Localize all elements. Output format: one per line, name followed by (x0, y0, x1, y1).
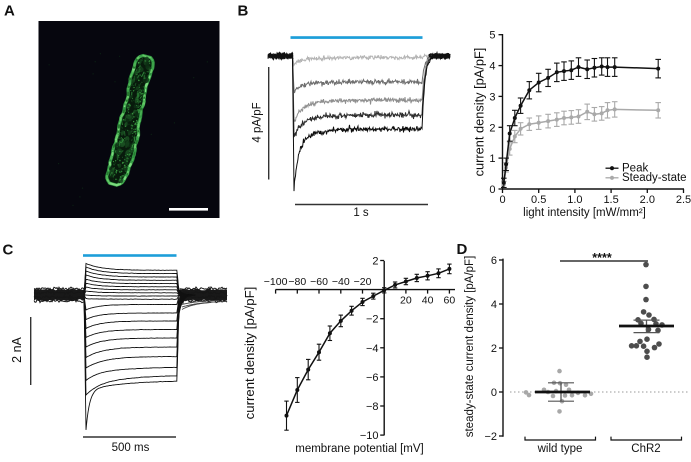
svg-text:4: 4 (491, 299, 497, 311)
svg-text:Steady-state: Steady-state (622, 172, 687, 184)
svg-text:4 pA/pF: 4 pA/pF (252, 102, 264, 142)
svg-text:A: A (4, 3, 15, 20)
svg-text:4: 4 (489, 61, 495, 73)
svg-text:−100: −100 (264, 276, 288, 288)
svg-text:ChR2: ChR2 (631, 443, 660, 455)
svg-text:−40: −40 (332, 276, 350, 288)
svg-text:1 s: 1 s (353, 207, 369, 219)
svg-text:****: **** (592, 251, 612, 265)
svg-text:Peak: Peak (622, 163, 648, 175)
svg-text:D: D (457, 241, 468, 258)
svg-text:60: 60 (444, 295, 456, 307)
svg-text:−2: −2 (484, 431, 497, 443)
svg-text:−8: −8 (366, 401, 379, 413)
svg-text:−10: −10 (360, 430, 379, 442)
svg-text:1.5: 1.5 (603, 194, 618, 206)
svg-text:−60: −60 (310, 276, 328, 288)
svg-text:1: 1 (489, 153, 495, 165)
svg-text:2.5: 2.5 (676, 194, 691, 206)
svg-text:0: 0 (491, 387, 497, 399)
svg-text:wild type: wild type (537, 443, 583, 455)
svg-text:current density [pA/pF]: current density [pA/pF] (472, 48, 487, 177)
svg-text:steady-state current density [: steady-state current density [pA/pF] (464, 256, 476, 438)
svg-text:0: 0 (489, 184, 495, 196)
svg-text:20: 20 (400, 295, 412, 307)
svg-text:2: 2 (491, 343, 497, 355)
svg-text:−6: −6 (366, 372, 379, 384)
svg-text:2: 2 (489, 122, 495, 134)
svg-text:3: 3 (489, 91, 495, 103)
svg-text:0.5: 0.5 (531, 194, 546, 206)
svg-text:−2: −2 (366, 314, 379, 326)
svg-text:B: B (238, 3, 249, 20)
svg-text:C: C (3, 242, 14, 259)
svg-text:0: 0 (499, 194, 505, 206)
svg-text:500 ms: 500 ms (112, 442, 150, 454)
svg-text:current density [pA/pF]: current density [pA/pF] (242, 287, 257, 420)
svg-text:1.0: 1.0 (567, 194, 582, 206)
svg-text:−20: −20 (354, 276, 372, 288)
svg-text:−80: −80 (288, 276, 306, 288)
svg-text:40: 40 (422, 295, 434, 307)
svg-text:6: 6 (491, 255, 497, 267)
svg-text:2: 2 (372, 256, 378, 268)
svg-text:light intensity [mW/mm²]: light intensity [mW/mm²] (523, 207, 646, 219)
svg-text:2 nA: 2 nA (10, 336, 24, 362)
svg-text:−4: −4 (366, 343, 379, 355)
svg-text:2.0: 2.0 (640, 194, 655, 206)
svg-text:membrane potential [mV]: membrane potential [mV] (295, 443, 423, 455)
svg-text:5: 5 (489, 30, 495, 42)
